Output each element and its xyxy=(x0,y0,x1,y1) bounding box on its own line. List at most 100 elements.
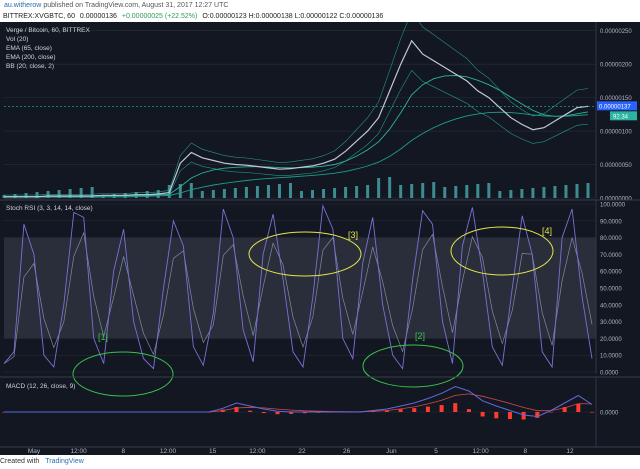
volume-bar xyxy=(277,184,281,198)
volume-bar xyxy=(311,190,315,198)
rsi-tick-label: 70.0000 xyxy=(600,253,622,259)
volume-bar xyxy=(564,185,568,198)
time-tick-label: May xyxy=(28,448,41,455)
author-link[interactable]: au.witherow xyxy=(4,2,42,9)
rsi-tick-label: 10.0000 xyxy=(600,354,622,360)
annotation-label: [1] xyxy=(98,332,108,342)
macd-tick-label: 0.0000 xyxy=(600,411,619,417)
rsi-tick-label: 0.0000 xyxy=(600,371,619,377)
annotation-label: [2] xyxy=(415,331,425,341)
time-tick-label: 5 xyxy=(434,448,438,455)
volume-bar xyxy=(68,189,72,198)
last-price: 0.00000136 xyxy=(79,13,117,20)
volume-bar xyxy=(189,183,193,198)
time-tick-label: 12:00 xyxy=(473,448,490,455)
macd-histogram-bar xyxy=(453,403,458,412)
macd-histogram-bar xyxy=(507,412,512,420)
time-tick-label: 12:00 xyxy=(71,448,88,455)
time-tick-label: 12:00 xyxy=(160,448,177,455)
volume-bar xyxy=(90,187,94,198)
rsi-tick-label: 40.0000 xyxy=(600,303,622,309)
volume-bar xyxy=(79,188,83,198)
time-tick-label: 8 xyxy=(524,448,528,455)
ohlc-values: O:0.00000123 H:0.00000138 L:0.00000122 C… xyxy=(202,13,384,20)
macd-histogram-bar xyxy=(425,406,430,412)
macd-histogram-bar xyxy=(302,412,307,414)
volume-bar xyxy=(322,189,326,198)
price-legend-item: Vol (20) xyxy=(6,36,28,43)
stoch-rsi-panel[interactable]: 100.0000 90.0000 80.0000 70.0000 60.0000 50.0… xyxy=(0,199,640,397)
rsi-tick-label: 50.0000 xyxy=(600,287,622,293)
volume-bar xyxy=(266,185,270,198)
bollinger-upper-line xyxy=(4,22,589,196)
volume-bar xyxy=(24,193,28,198)
macd-histogram-bar xyxy=(384,410,389,412)
macd-histogram-bar xyxy=(562,407,567,412)
volume-bar xyxy=(355,186,359,198)
macd-histogram-bar xyxy=(466,409,471,412)
volume-bar xyxy=(454,186,458,198)
footer-bar: Created with TradingView xyxy=(0,455,640,469)
annotation-label: [4] xyxy=(542,226,552,236)
macd-histogram-bar xyxy=(494,412,499,419)
macd-histogram-bar xyxy=(234,407,239,412)
volume-bar xyxy=(344,187,348,198)
volume-bar xyxy=(553,186,557,198)
volume-bar xyxy=(333,188,337,198)
volume-bar xyxy=(13,194,17,198)
annotation-ellipse xyxy=(72,351,174,397)
rsi-tick-label: 30.0000 xyxy=(600,320,622,326)
rsi-tick-label: 80.0000 xyxy=(600,236,622,242)
volume-bar xyxy=(586,183,590,198)
macd-histogram-bar xyxy=(576,403,581,412)
volume-bar xyxy=(476,184,480,198)
price-change: +0.00000025 (+22.52%) xyxy=(121,13,198,20)
price-line xyxy=(4,39,589,198)
macd-histogram-bar xyxy=(412,408,417,412)
price-panel[interactable]: 0.00000250 0.00000200 0.00000150 0.00000100… xyxy=(2,22,638,203)
published-text: published on TradingView.com, August 31,… xyxy=(43,2,229,9)
current-level-tag xyxy=(610,111,637,121)
time-tick-label: Jun xyxy=(386,448,397,455)
rsi-tick-label: 60.0000 xyxy=(600,270,622,276)
trading-chart[interactable]: 0.00000250 0.00000200 0.00000150 0.00000100… xyxy=(0,22,640,455)
price-legend-item: EMA (200, close) xyxy=(6,54,56,61)
volume-bar xyxy=(377,178,381,198)
bollinger-lower-line xyxy=(4,69,589,199)
volume-bar xyxy=(531,188,535,198)
current-level-label: 92.34 xyxy=(613,114,629,120)
current-price-label: 0.00000137 xyxy=(599,104,631,110)
annotation-ellipse xyxy=(450,226,554,276)
volume-bar xyxy=(288,183,292,198)
volume-bar xyxy=(244,187,248,198)
volume-bar xyxy=(465,185,469,198)
macd-histogram-bar xyxy=(590,412,594,413)
volume-bar xyxy=(432,182,436,198)
ema-200-line xyxy=(4,111,589,198)
volume-bar xyxy=(388,177,392,198)
price-legend-item: EMA (65, close) xyxy=(6,45,52,52)
price-tick-label: 0.00000100 xyxy=(600,130,632,136)
volume-bar xyxy=(233,188,237,198)
time-tick-label: 12 xyxy=(566,448,574,455)
volume-bar xyxy=(255,186,259,198)
macd-histogram-bar xyxy=(548,411,553,413)
macd-histogram-bar xyxy=(521,412,526,420)
macd-panel[interactable]: 0.0000 MACD (12, 26, close, 9) xyxy=(0,376,640,447)
rsi-tick-label: 20.0000 xyxy=(600,337,622,343)
stoch-rsi-d-line xyxy=(3,231,593,364)
price-legend-item: BB (20, close, 2) xyxy=(6,63,54,70)
symbol-info-bar: BITTREX:XVGBTC, 60 0.00000136 +0.0000002… xyxy=(0,11,640,22)
volume-bar xyxy=(509,190,513,198)
volume-bar xyxy=(575,184,579,198)
price-tick-label: 0.00000200 xyxy=(600,63,632,69)
rsi-legend: Stoch RSI (3, 3, 14, 14, close) xyxy=(6,205,93,212)
tradingview-logo[interactable]: TradingView xyxy=(45,458,84,465)
volume-bar xyxy=(443,187,447,198)
volume-bar xyxy=(178,184,182,198)
annotation-ellipse xyxy=(248,231,362,277)
time-axis[interactable]: May 12:00 8 12:00 15 12:00 22 26 Jun 5 12:00 8 12 xyxy=(0,446,640,455)
macd-histogram-bar xyxy=(439,405,444,412)
volume-bar xyxy=(399,185,403,198)
macd-histogram-bar xyxy=(535,412,540,418)
